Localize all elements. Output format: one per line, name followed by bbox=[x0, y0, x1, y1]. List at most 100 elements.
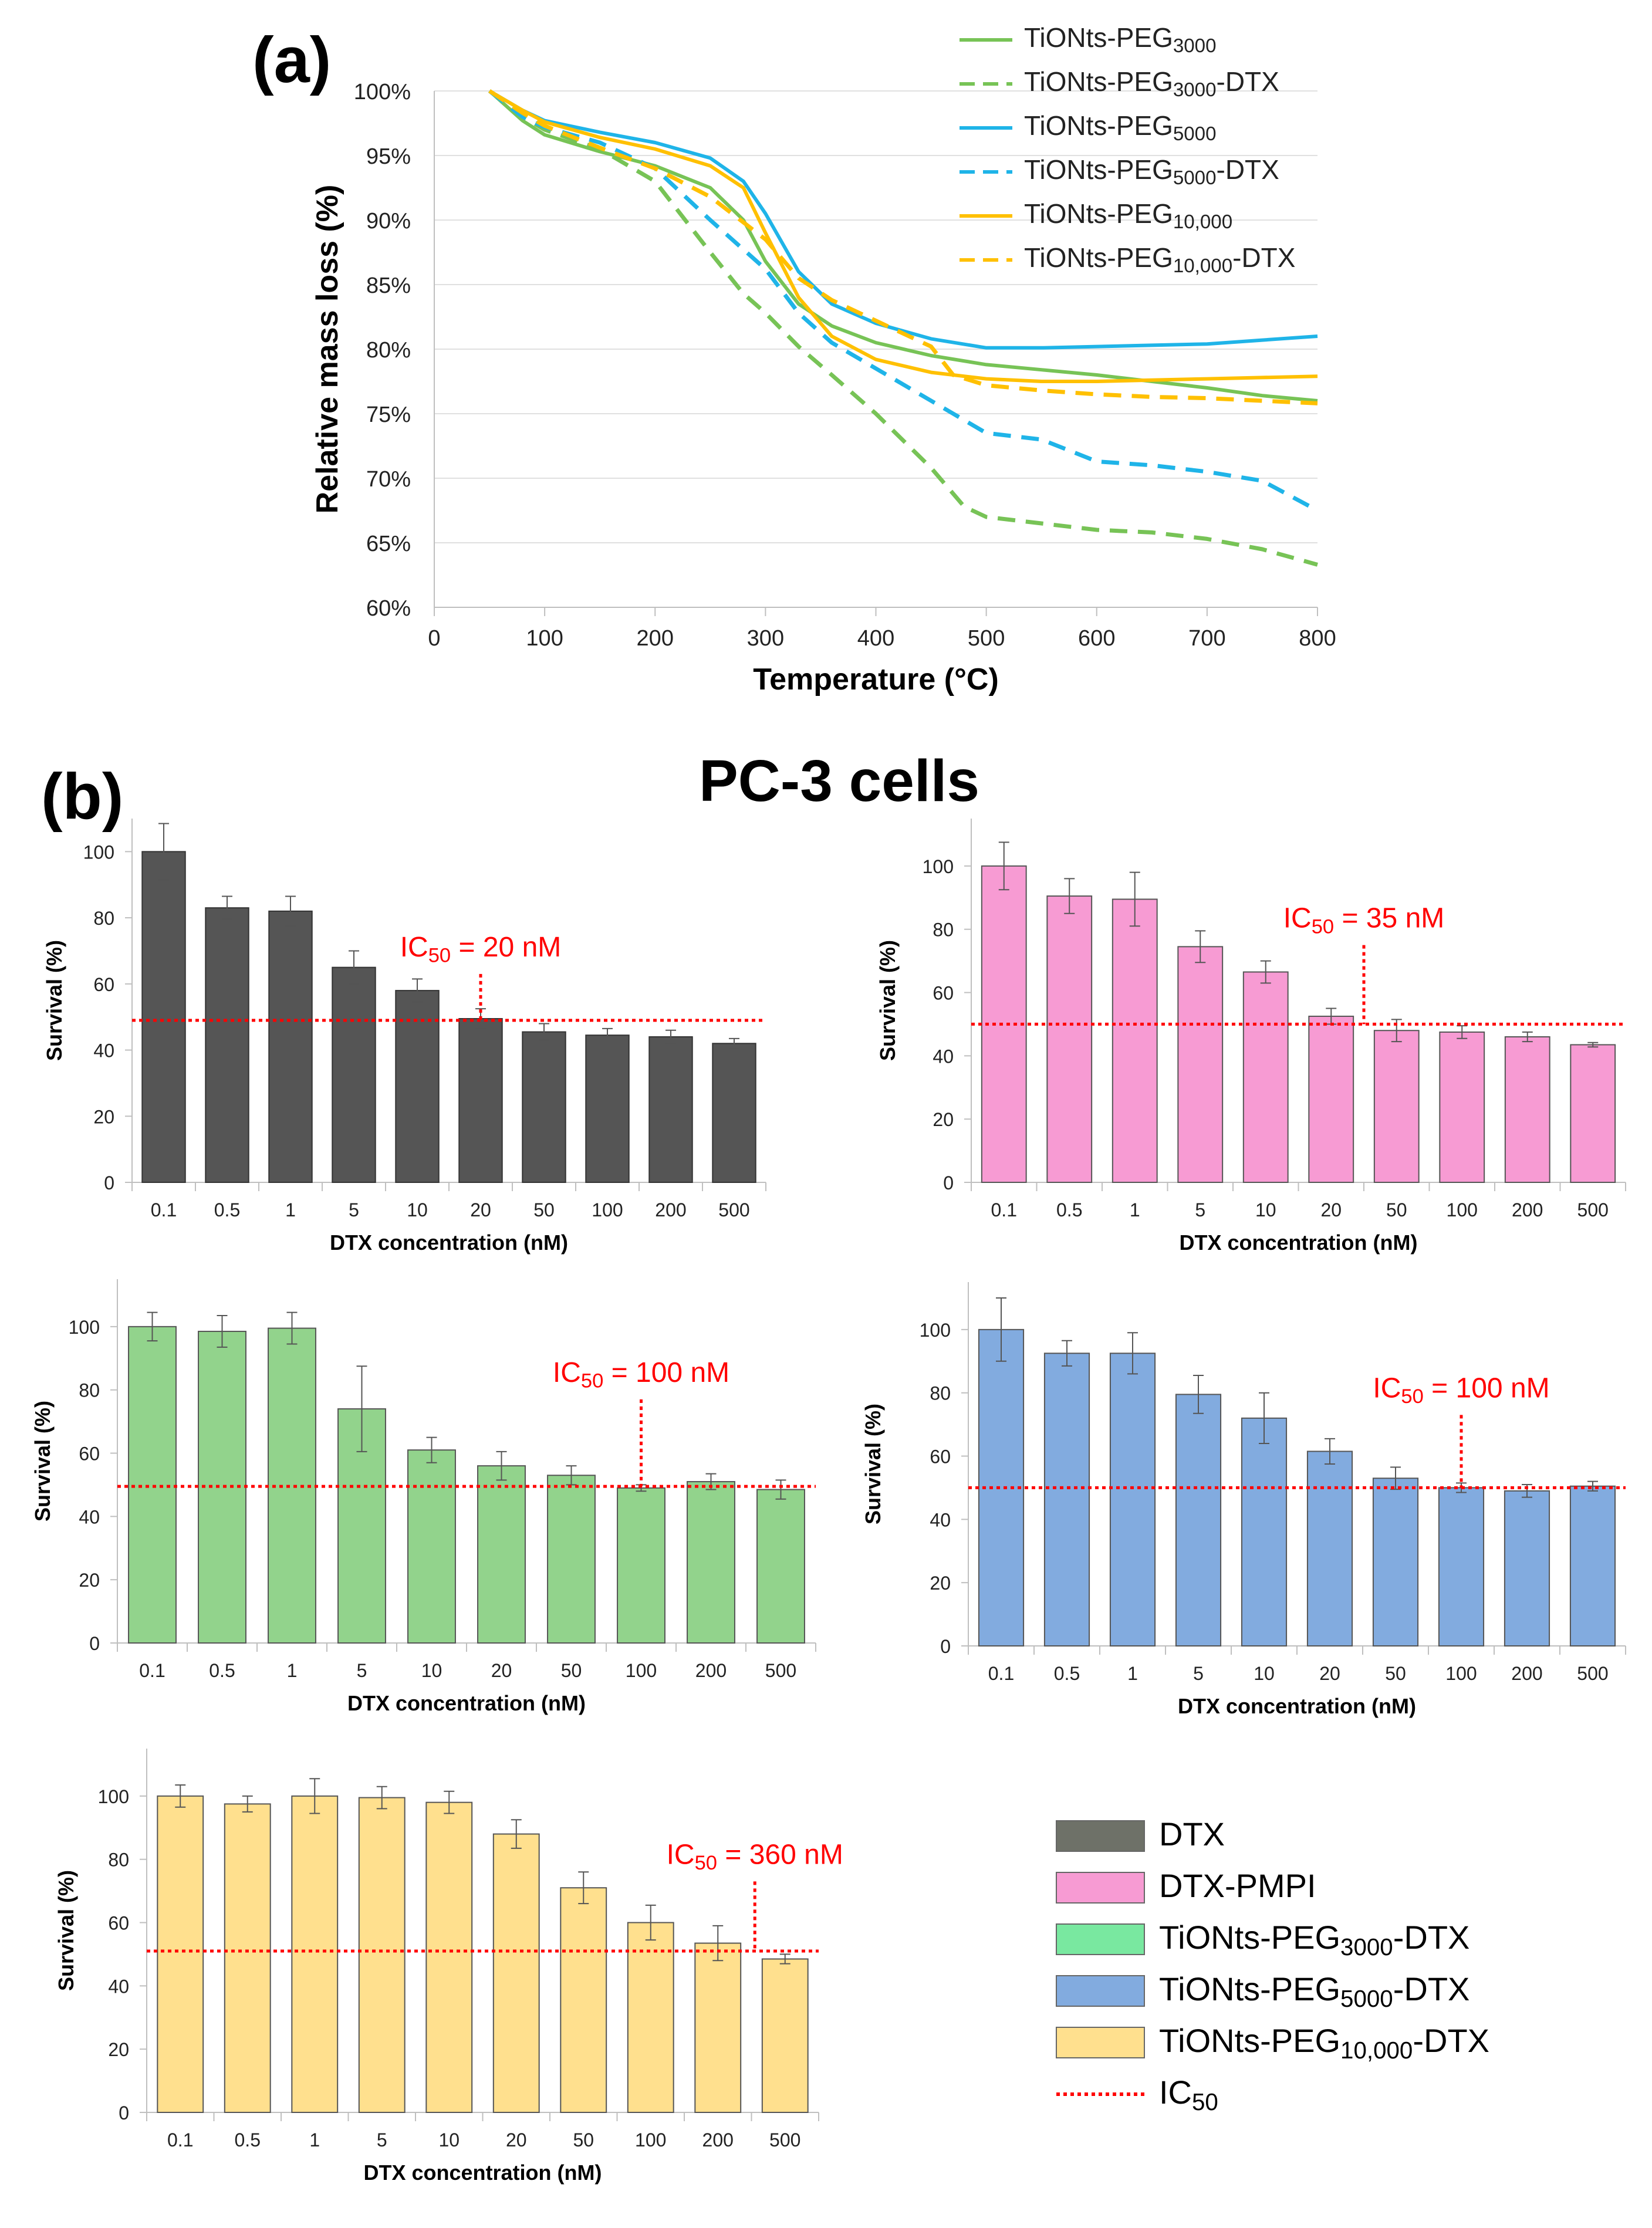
y-tick-label: 40 bbox=[93, 1040, 114, 1061]
panel-b-title: PC-3 cells bbox=[699, 748, 979, 814]
y-tick-label: 60 bbox=[108, 1913, 129, 1934]
y-tick-label: 0 bbox=[940, 1636, 951, 1657]
bar bbox=[332, 966, 376, 1183]
bar bbox=[1046, 895, 1093, 1183]
y-tick-label: 60 bbox=[930, 1446, 951, 1468]
panel-a-line-chart: 60% 65% 70% 75% 80% 85% 90% 95% 100% 0 100 200 300 40… bbox=[310, 22, 1336, 697]
bar bbox=[981, 865, 1027, 1183]
x-tick-label: 0 bbox=[428, 626, 440, 651]
ic50-label: IC50 = 20 nM bbox=[400, 932, 562, 967]
legend-label: IC50 bbox=[1159, 2074, 1218, 2115]
panel-a-label: (a) bbox=[252, 24, 331, 96]
x-tick-label: 5 bbox=[1195, 1199, 1205, 1221]
x-tick-label: 0.5 bbox=[209, 1660, 235, 1681]
x-tick-label: 500 bbox=[769, 2129, 800, 2151]
y-tick-label: 100 bbox=[69, 1317, 100, 1338]
bar bbox=[268, 910, 313, 1184]
y-tick-label: 20 bbox=[108, 2039, 129, 2060]
x-tick-label: 0.1 bbox=[167, 2129, 193, 2151]
y-tick-label: 80 bbox=[93, 908, 114, 929]
x-tick-label: 700 bbox=[1188, 626, 1225, 651]
legend-swatch bbox=[1056, 1923, 1145, 1955]
x-tick-label: 100 bbox=[635, 2129, 666, 2151]
bar-chart-2: 0 20 40 60 80 100 0.1 0.5 1 5 10 20 50 100 200 500 IC50 … bbox=[31, 1279, 816, 1715]
bar bbox=[1043, 1353, 1090, 1647]
series-line bbox=[488, 89, 1318, 405]
y-tick-label: 100 bbox=[923, 856, 954, 877]
legend-label: TiONts-PEG10,000-DTX bbox=[1024, 242, 1295, 277]
bar bbox=[395, 990, 440, 1184]
legend-swatch bbox=[1056, 1820, 1145, 1852]
bar bbox=[761, 1958, 809, 2113]
x-axis-title: DTX concentration (nM) bbox=[1180, 1230, 1418, 1255]
x-tick-label: 100 bbox=[1445, 1663, 1477, 1684]
y-tick-label: 65% bbox=[366, 532, 411, 556]
x-tick-label: 500 bbox=[968, 626, 1005, 651]
series-line bbox=[488, 89, 1318, 567]
x-tick-label: 500 bbox=[1577, 1199, 1609, 1221]
legend-swatch bbox=[1056, 1975, 1145, 2007]
y-tick-label: 95% bbox=[366, 144, 411, 169]
x-tick-label: 5 bbox=[349, 1199, 359, 1221]
y-tick-label: 80 bbox=[108, 1850, 129, 1871]
x-tick-label: 0.5 bbox=[1054, 1663, 1080, 1684]
bar bbox=[358, 1797, 406, 2113]
y-tick-label: 70% bbox=[366, 467, 411, 492]
y-axis-title: Relative mass loss (%) bbox=[310, 185, 344, 514]
x-tick-label: 1 bbox=[1130, 1199, 1140, 1221]
y-tick-label: 60 bbox=[93, 974, 114, 995]
x-tick-label: 100 bbox=[626, 1660, 657, 1681]
x-tick-label: 0.5 bbox=[1056, 1199, 1082, 1221]
legend-label: TiONts-PEG5000-DTX bbox=[1024, 154, 1279, 189]
bar bbox=[141, 851, 186, 1183]
y-tick-label: 40 bbox=[933, 1046, 954, 1067]
bar bbox=[1308, 1015, 1354, 1184]
ic50-label: IC50 = 100 nM bbox=[1373, 1372, 1549, 1408]
bar bbox=[712, 1043, 756, 1183]
bar-chart-3: 0 20 40 60 80 100 0.1 0.5 1 5 10 20 50 100 200 500 IC50 … bbox=[861, 1282, 1626, 1718]
ic50-label: IC50 = 100 nM bbox=[553, 1357, 729, 1392]
panel-b-legend: DTX DTX-PMPI TiONts-PEG3000-DTX TiONts-PEG5… bbox=[1056, 1815, 1489, 2115]
x-tick-label: 0.1 bbox=[988, 1663, 1014, 1684]
y-axis-title: Survival (%) bbox=[876, 940, 900, 1061]
bar bbox=[425, 1801, 473, 2113]
bar bbox=[585, 1034, 630, 1183]
series-line bbox=[488, 89, 1318, 383]
y-tick-label: 60 bbox=[79, 1443, 100, 1465]
x-tick-label: 1 bbox=[1127, 1663, 1138, 1684]
x-tick-label: 50 bbox=[1386, 1199, 1407, 1221]
bar bbox=[128, 1326, 177, 1644]
x-tick-label: 0.5 bbox=[214, 1199, 240, 1221]
bar bbox=[1372, 1478, 1419, 1647]
bar bbox=[1439, 1031, 1485, 1184]
bar-chart-1: 0 20 40 60 80 100 0.1 0.5 1 5 10 20 50 100 200 500 IC50 … bbox=[876, 819, 1626, 1255]
y-tick-label: 0 bbox=[943, 1172, 954, 1194]
x-tick-label: 200 bbox=[655, 1199, 686, 1221]
bar bbox=[1570, 1044, 1616, 1184]
bar bbox=[1175, 1394, 1222, 1647]
y-tick-label: 100 bbox=[98, 1786, 129, 1807]
x-tick-label: 20 bbox=[491, 1660, 512, 1681]
bar bbox=[205, 907, 249, 1183]
y-tick-label: 75% bbox=[366, 403, 411, 427]
y-tick-label: 80 bbox=[933, 919, 954, 941]
x-tick-label: 0.1 bbox=[991, 1199, 1017, 1221]
bar bbox=[522, 1031, 566, 1183]
bar bbox=[617, 1487, 665, 1644]
y-tick-label: 60 bbox=[933, 983, 954, 1004]
bar bbox=[687, 1481, 735, 1644]
x-tick-label: 100 bbox=[526, 626, 563, 651]
x-tick-label: 500 bbox=[765, 1660, 796, 1681]
x-tick-label: 20 bbox=[1319, 1663, 1340, 1684]
y-axis-title: Survival (%) bbox=[42, 940, 66, 1061]
bar bbox=[648, 1036, 693, 1183]
bar bbox=[492, 1833, 540, 2113]
x-tick-label: 10 bbox=[421, 1660, 442, 1681]
y-tick-label: 0 bbox=[89, 1633, 100, 1654]
legend-label: TiONts-PEG3000-DTX bbox=[1024, 66, 1279, 101]
y-tick-label: 0 bbox=[119, 2102, 129, 2124]
y-axis-title: Survival (%) bbox=[861, 1404, 885, 1524]
x-tick-label: 1 bbox=[285, 1199, 296, 1221]
